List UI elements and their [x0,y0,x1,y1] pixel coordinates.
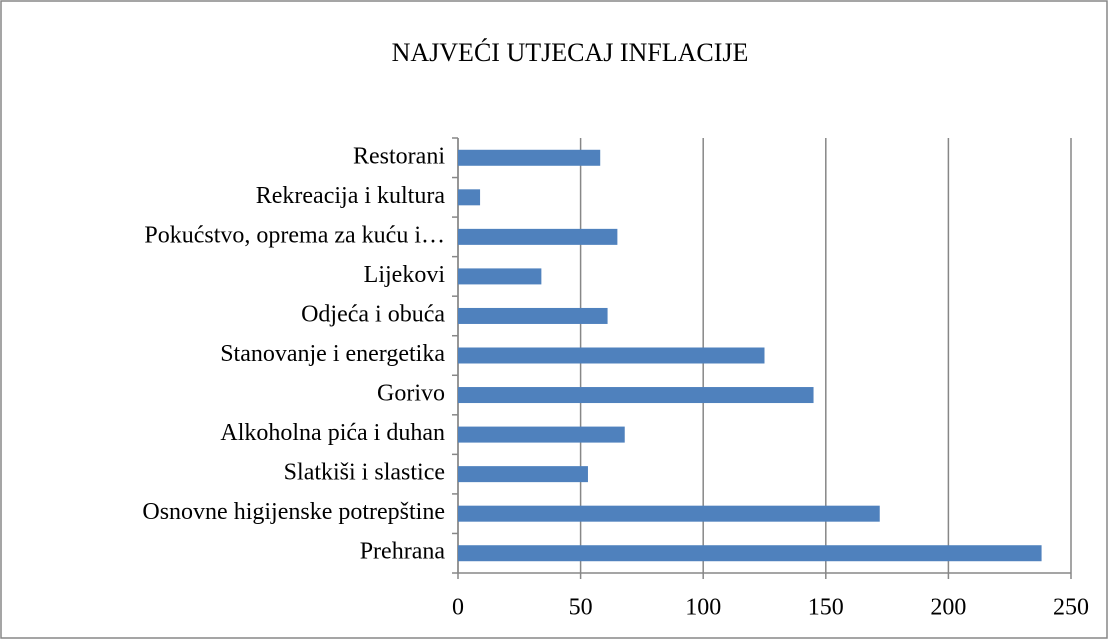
bar [458,347,765,364]
bar [458,149,601,166]
y-tick-label: Gorivo [377,381,445,407]
y-tick-label: Rekreacija i kultura [256,183,446,209]
y-tick-label: Slatkiši i slastice [284,460,445,486]
bar [458,545,1042,562]
y-tick-label: Osnovne higijenske potrepštine [142,499,445,525]
x-tick-label: 150 [808,595,844,621]
bar [458,505,880,522]
x-tick-label: 250 [1053,595,1089,621]
y-tick-label: Restorani [353,143,445,169]
bar [458,189,481,206]
x-tick-label: 200 [930,595,966,621]
y-tick-label: Stanovanje i energetika [220,341,445,367]
y-tick-label: Pokućstvo, oprema za kuću i… [144,222,445,248]
bar [458,387,814,404]
bar [458,228,618,245]
chart-title: NAJVEĆI UTJECAJ INFLACIJE [392,38,749,67]
bar [458,268,542,285]
y-tick-label: Alkoholna pića i duhan [220,420,445,446]
y-tick-label: Lijekovi [364,262,446,288]
y-tick-label: Prehrana [360,539,446,565]
x-tick-label: 100 [685,595,721,621]
bar [458,426,625,443]
y-tick-label: Odjeća i obuća [301,301,445,327]
bar [458,466,588,483]
x-tick-label: 0 [452,595,464,621]
x-tick-label: 50 [569,595,593,621]
bar [458,307,608,324]
